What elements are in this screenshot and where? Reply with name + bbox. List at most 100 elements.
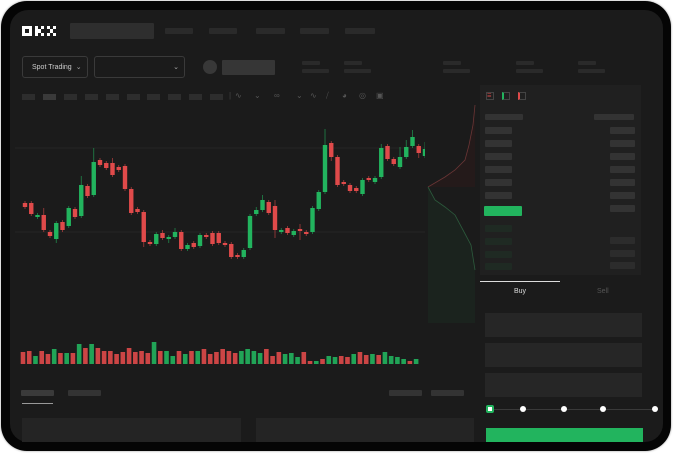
book-bids-icon[interactable] [502, 92, 510, 100]
ask-amount[interactable] [610, 205, 635, 212]
interval-button[interactable] [127, 94, 140, 100]
interval-button[interactable] [22, 94, 35, 100]
candle [354, 186, 359, 193]
bottom-panel-left [22, 418, 241, 442]
ask-price[interactable] [485, 179, 512, 186]
book-asks-icon[interactable] [518, 92, 526, 100]
slider-stop-75[interactable] [600, 406, 606, 412]
bottom-tab[interactable] [68, 390, 101, 396]
slider-stop-25[interactable] [520, 406, 526, 412]
candle [254, 207, 259, 216]
price-input[interactable] [485, 313, 642, 337]
fullscreen-icon[interactable]: ▣ [376, 91, 384, 100]
sell-tab[interactable]: Sell [597, 288, 609, 295]
candle-body [241, 250, 246, 257]
candle [166, 235, 171, 243]
chevron-down-icon[interactable]: ⌄ [296, 91, 303, 100]
volume-bar [413, 359, 419, 364]
volume-bar [189, 351, 194, 364]
candle-body [366, 178, 371, 180]
interval-button[interactable] [189, 94, 202, 100]
slider-track[interactable] [490, 409, 656, 410]
book-both-icon[interactable]: ☰ [486, 92, 494, 100]
candle [391, 157, 396, 166]
ask-price[interactable] [485, 192, 512, 199]
buy-button[interactable] [486, 428, 643, 442]
bid-price[interactable] [485, 251, 512, 258]
volume-bar [133, 352, 138, 364]
camera-icon[interactable]: ◕ [342, 91, 347, 100]
candle-body [222, 243, 228, 245]
ask-amount[interactable] [610, 140, 635, 147]
total-input[interactable] [485, 373, 642, 397]
volume-bar [395, 357, 400, 364]
nav-item[interactable] [345, 28, 375, 34]
ask-amount[interactable] [610, 153, 635, 160]
interval-button[interactable] [147, 94, 160, 100]
bid-price[interactable] [485, 238, 512, 245]
candle-body [379, 148, 384, 177]
bid-price[interactable] [485, 263, 512, 270]
candle [329, 141, 334, 161]
ask-amount[interactable] [610, 166, 635, 173]
volume-bar [326, 356, 332, 364]
interval-button[interactable] [85, 94, 98, 100]
candle [191, 241, 196, 249]
volume-bar [145, 353, 151, 364]
chart-type-icon[interactable]: ⌄ [254, 91, 261, 100]
bid-amount[interactable] [610, 262, 635, 269]
ask-price[interactable] [485, 153, 512, 160]
ask-amount[interactable] [610, 192, 635, 199]
bid-amount[interactable] [610, 250, 635, 257]
candle [210, 231, 215, 246]
slider-stop-100[interactable] [652, 406, 658, 412]
spot-trading-button[interactable]: Spot Trading ⌄ [22, 56, 88, 78]
nav-item[interactable] [256, 28, 285, 34]
interval-button[interactable] [106, 94, 119, 100]
volume-bar [83, 348, 88, 364]
volume-bar [214, 352, 219, 364]
interval-button[interactable] [64, 94, 77, 100]
nav-item[interactable] [300, 28, 329, 34]
candle [347, 183, 353, 193]
candle [147, 240, 153, 246]
candle [60, 220, 65, 232]
search-bar[interactable] [70, 23, 154, 39]
candle-body [29, 203, 34, 214]
candle [22, 201, 28, 209]
volume-bar [58, 353, 63, 364]
bid-amount[interactable] [610, 237, 635, 244]
indicator-icon[interactable]: ∿ [235, 91, 242, 100]
candle [235, 253, 240, 259]
bottom-tab-indicator [22, 403, 53, 404]
nav-item[interactable] [209, 28, 237, 34]
candle-body [122, 166, 128, 189]
interval-button[interactable] [210, 94, 223, 100]
buy-tab[interactable]: Buy [514, 288, 527, 295]
volume-bar [114, 354, 119, 364]
amount-input[interactable] [485, 343, 642, 367]
ask-amount[interactable] [610, 179, 635, 186]
slider-handle[interactable] [486, 405, 494, 413]
wave-icon[interactable]: ∿ [310, 91, 317, 100]
candle-body [341, 182, 346, 184]
ask-price[interactable] [485, 166, 512, 173]
bid-price[interactable] [485, 225, 512, 232]
interval-button[interactable] [43, 94, 56, 100]
ask-price[interactable] [485, 140, 512, 147]
settings-icon[interactable]: ◎ [359, 91, 366, 100]
interval-button[interactable] [168, 94, 181, 100]
nav-item[interactable] [165, 28, 193, 34]
ruler-icon[interactable]: ⧸ [326, 91, 329, 100]
bottom-tab-active[interactable] [21, 390, 54, 396]
ask-amount[interactable] [610, 127, 635, 134]
slider-stop-50[interactable] [561, 406, 567, 412]
candle-body [110, 163, 115, 175]
volume-bar [120, 352, 126, 364]
bottom-action[interactable] [389, 390, 422, 396]
bottom-action[interactable] [431, 390, 464, 396]
line-tool-icon[interactable]: ∞ [274, 91, 280, 100]
pair-dropdown[interactable]: ⌄ [94, 56, 185, 78]
ask-price[interactable] [485, 127, 512, 134]
candlestick-chart[interactable] [15, 105, 425, 380]
